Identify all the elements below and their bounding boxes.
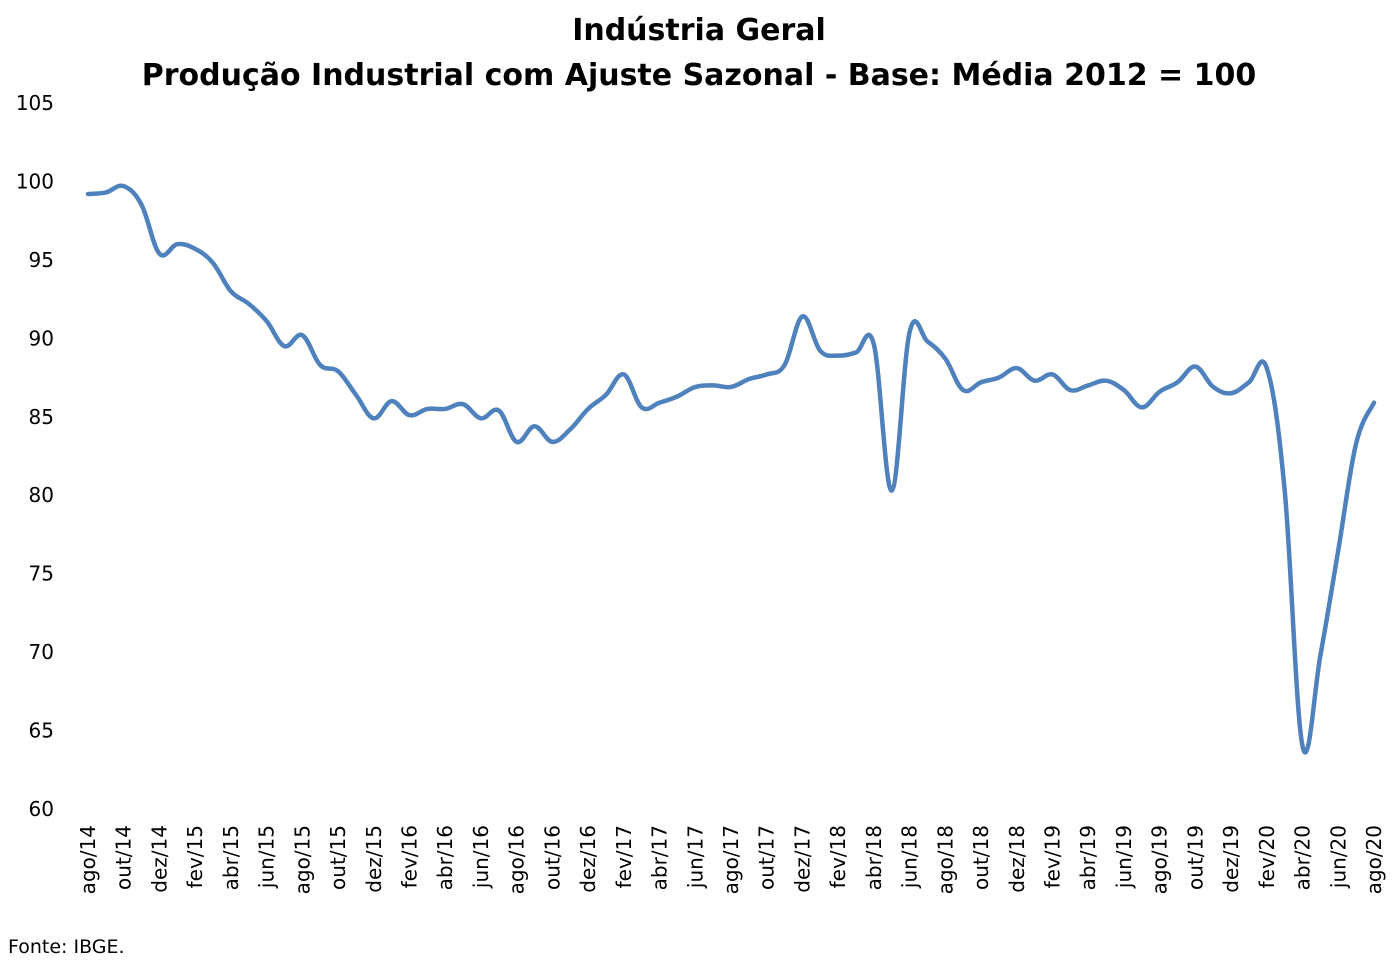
x-tick-label: ago/16 [505, 825, 529, 894]
x-tick-label: dez/17 [790, 825, 814, 893]
x-tick-label: fev/20 [1255, 825, 1279, 888]
y-tick-label: 100 [16, 169, 54, 193]
y-tick-label: 75 [29, 562, 54, 586]
series-line [85, 183, 1377, 755]
x-tick-label: dez/19 [1219, 825, 1243, 893]
x-tick-label: dez/14 [147, 825, 171, 893]
y-tick-label: 70 [29, 640, 54, 664]
x-tick-label: out/16 [540, 825, 564, 890]
x-tick-label: abr/16 [433, 825, 457, 890]
x-tick-label: jun/17 [683, 825, 707, 889]
y-tick-label: 90 [29, 326, 54, 350]
x-tick-label: out/19 [1183, 825, 1207, 890]
x-tick-label: ago/14 [76, 825, 100, 894]
x-tick-label: out/18 [969, 825, 993, 890]
y-tick-label: 65 [29, 719, 54, 743]
x-tick-label: fev/17 [612, 825, 636, 888]
x-tick-label: abr/17 [648, 825, 672, 890]
x-tick-label: out/14 [112, 825, 136, 890]
x-tick-label: jun/20 [1326, 825, 1350, 889]
x-tick-label: ago/17 [719, 825, 743, 894]
chart-subtitle: Produção Industrial com Ajuste Sazonal -… [142, 58, 1257, 93]
x-tick-label: out/15 [326, 825, 350, 890]
x-tick-label: abr/20 [1291, 825, 1315, 890]
source-note: Fonte: IBGE. [8, 936, 125, 958]
x-tick-label: fev/19 [1041, 825, 1065, 888]
x-tick-label: ago/20 [1362, 825, 1386, 894]
x-tick-label: ago/15 [290, 825, 314, 894]
x-tick-label: fev/18 [826, 825, 850, 888]
x-tick-label: jun/18 [898, 825, 922, 889]
x-tick-label: abr/18 [862, 825, 886, 890]
x-tick-label: fev/15 [183, 825, 207, 888]
x-tick-label: dez/15 [362, 825, 386, 893]
y-axis: 60 65 70 75 80 85 90 95 100 105 [16, 91, 54, 821]
chart-title: Indústria Geral [572, 13, 826, 48]
x-tick-label: ago/19 [1148, 825, 1172, 894]
y-tick-label: 95 [29, 248, 54, 272]
x-tick-label: fev/16 [398, 825, 422, 888]
y-tick-label: 60 [29, 797, 54, 821]
x-tick-label: ago/18 [933, 825, 957, 894]
x-tick-label: out/17 [755, 825, 779, 890]
x-tick-label: abr/15 [219, 825, 243, 890]
y-tick-label: 85 [29, 405, 54, 429]
x-tick-label: jun/16 [469, 825, 493, 889]
x-tick-label: abr/19 [1076, 825, 1100, 890]
x-tick-label: jun/15 [255, 825, 279, 889]
y-tick-label: 105 [16, 91, 54, 115]
x-tick-label: dez/16 [576, 825, 600, 893]
x-tick-label: dez/18 [1005, 825, 1029, 893]
x-axis: ago/14 out/14 dez/14 fev/15 abr/15 jun/15 ago/… [76, 825, 1386, 894]
x-tick-label: jun/19 [1112, 825, 1136, 889]
y-tick-label: 80 [29, 483, 54, 507]
